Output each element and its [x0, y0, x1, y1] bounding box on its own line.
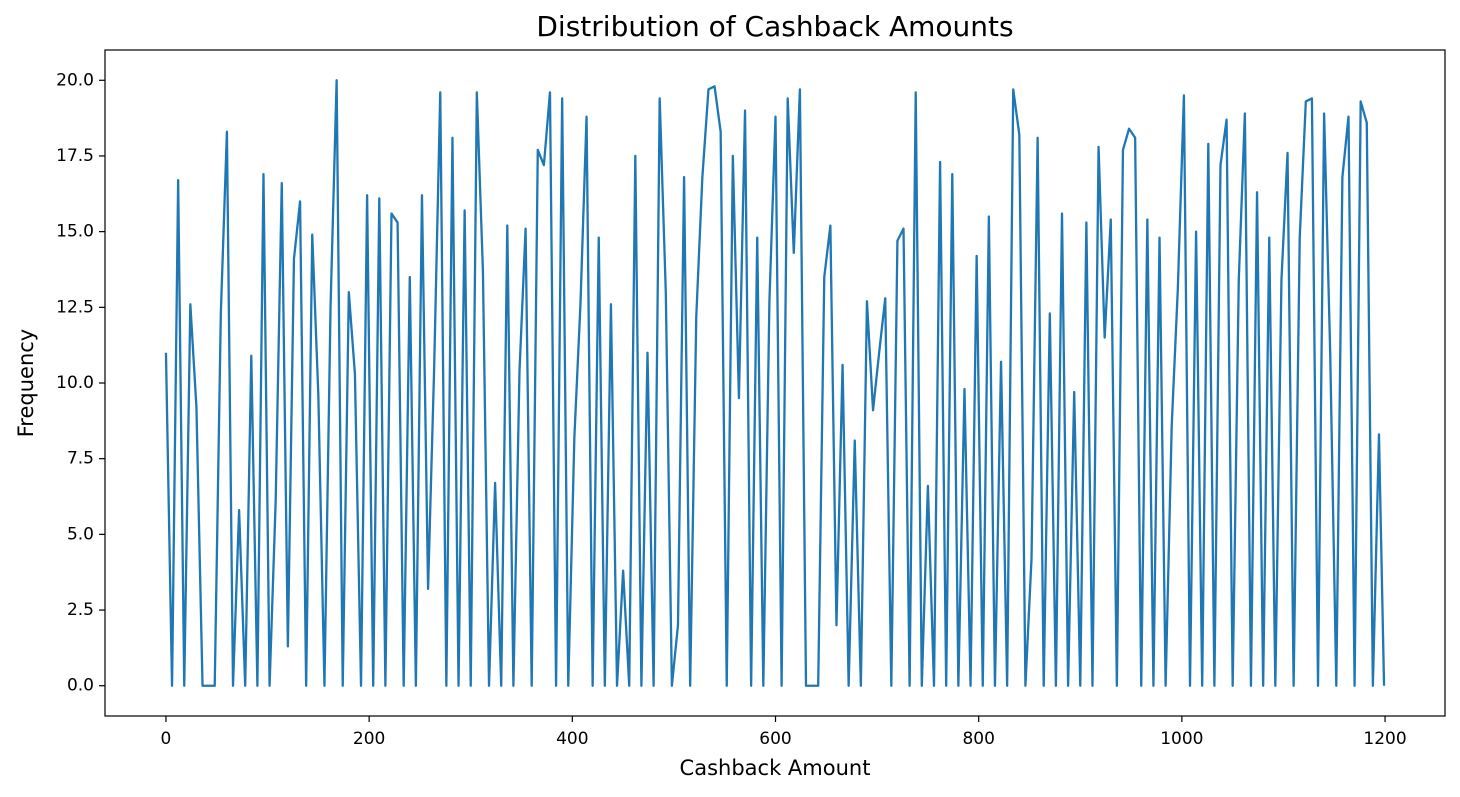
- y-tick-label: 5.0: [67, 524, 94, 544]
- y-axis-label: Frequency: [14, 329, 38, 438]
- y-tick-label: 0.0: [67, 676, 94, 696]
- data-line: [164, 79, 1386, 687]
- x-tick-label: 400: [556, 729, 588, 749]
- y-tick-label: 7.5: [67, 449, 94, 469]
- y-tick-label: 17.5: [56, 146, 94, 166]
- y-tick-label: 15.0: [56, 222, 94, 242]
- x-tick-label: 200: [353, 729, 385, 749]
- y-tick-label: 12.5: [56, 297, 94, 317]
- y-tick-label: 2.5: [67, 600, 94, 620]
- x-tick-label: 1200: [1363, 729, 1406, 749]
- chart-title: Distribution of Cashback Amounts: [536, 10, 1013, 43]
- x-tick-label: 800: [962, 729, 994, 749]
- x-tick-label: 0: [161, 729, 172, 749]
- y-tick-label: 10.0: [56, 373, 94, 393]
- y-tick-label: 20.0: [56, 70, 94, 90]
- x-tick-label: 1000: [1160, 729, 1203, 749]
- x-tick-label: 600: [759, 729, 791, 749]
- x-axis-label: Cashback Amount: [680, 756, 871, 780]
